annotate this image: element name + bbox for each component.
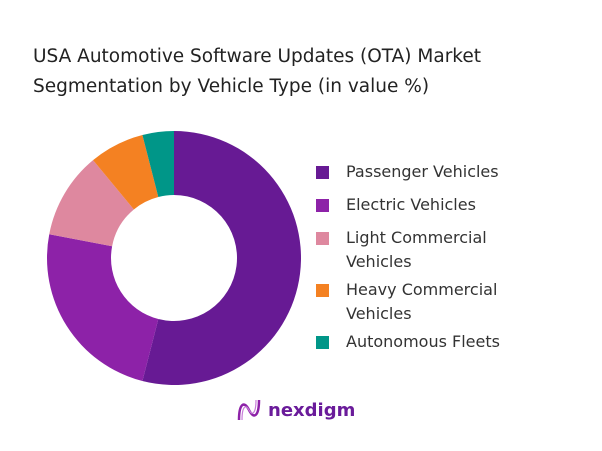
slice-autonomous-fleets <box>142 131 174 197</box>
logo-text: nexdigm <box>268 399 356 421</box>
slice-light-commercial-vehicles <box>49 160 134 247</box>
slice-heavy-commercial-vehicles <box>93 134 159 210</box>
legend-label: Light Commercial Vehicles <box>346 228 487 271</box>
legend-label: Passenger Vehicles <box>346 162 499 181</box>
nexdigm-logo-icon <box>237 399 261 421</box>
nexdigm-logo: nexdigm <box>236 398 355 422</box>
legend-swatch <box>316 336 329 349</box>
legend-swatch <box>316 199 329 212</box>
slice-electric-vehicles <box>46 234 159 382</box>
legend-swatch <box>316 284 329 297</box>
legend-label: Heavy Commercial Vehicles <box>346 280 498 323</box>
legend-swatch <box>316 166 329 179</box>
slice-passenger-vehicles <box>142 131 301 385</box>
title-line-1: USA Automotive Software Updates (OTA) Ma… <box>33 46 482 67</box>
legend-label: Electric Vehicles <box>346 195 476 214</box>
chart-title: USA Automotive Software Updates (OTA) Ma… <box>33 42 481 102</box>
legend-label: Autonomous Fleets <box>346 332 500 351</box>
title-line-2: Segmentation by Vehicle Type (in value %… <box>33 76 430 97</box>
legend-swatch <box>316 232 329 245</box>
